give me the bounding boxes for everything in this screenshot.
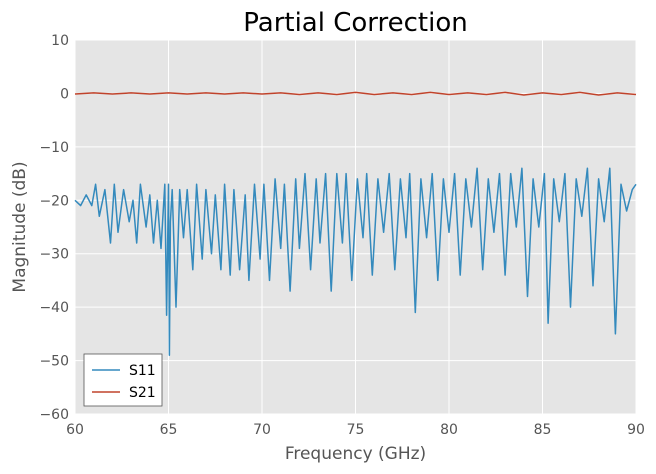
y-tick-label: −30 [39,247,69,263]
y-axis-title: Magnitude (dB) [10,161,30,292]
y-tick-label: −50 [39,354,69,370]
x-axis-title: Frequency (GHz) [285,444,426,464]
x-tick-label: 80 [440,422,458,438]
x-tick-label: 70 [253,422,271,438]
series-line-s11 [74,167,637,356]
chart-title: Partial Correction [243,8,467,38]
y-tick-label: −40 [39,300,69,316]
x-tick-label: 75 [347,422,365,438]
x-tick-label: 85 [534,422,552,438]
y-tick-label: −60 [39,407,69,423]
legend-label: S21 [129,385,156,401]
x-tick-label: 60 [66,422,84,438]
series-line-s21 [74,91,637,96]
x-tick-label: 65 [160,422,178,438]
tick-labels: 60 65 70 75 80 85 90 10 0 −10 −20 −30 −40 −50 −60 [39,33,644,438]
series-layer [74,91,637,356]
legend-box [83,353,163,407]
y-tick-label: −10 [39,140,69,156]
y-tick-label: −20 [39,193,69,209]
x-tick-label: 90 [627,422,645,438]
y-tick-label: 10 [51,33,69,49]
legend-label: S11 [129,363,156,379]
y-tick-label: 0 [60,86,69,102]
